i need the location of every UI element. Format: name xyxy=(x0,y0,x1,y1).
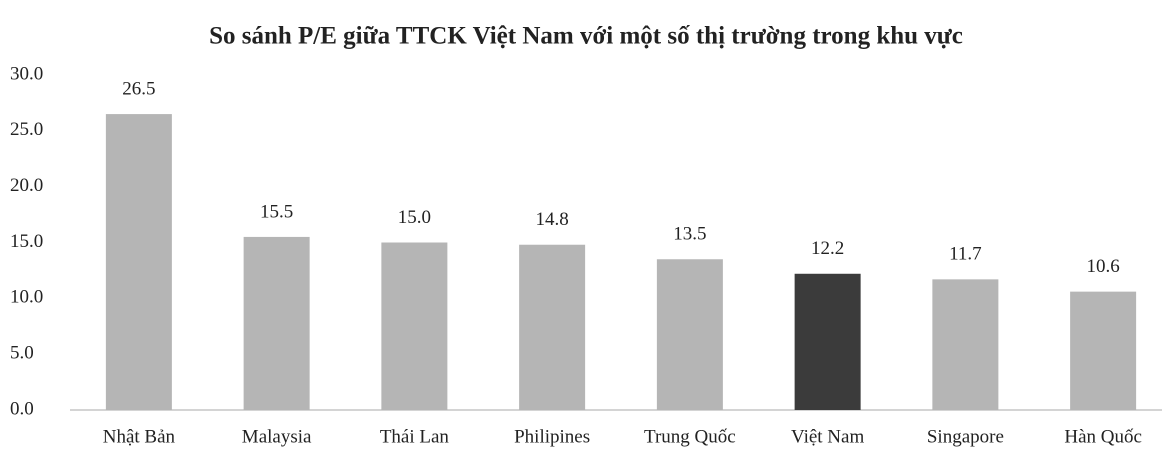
x-tick-label: Singapore xyxy=(927,426,1004,447)
y-tick-label: 25.0 xyxy=(10,119,43,140)
bar xyxy=(1070,291,1137,410)
x-tick-label: Philipines xyxy=(514,426,590,447)
data-label: 26.5 xyxy=(122,78,155,99)
data-label: 10.6 xyxy=(1087,256,1120,277)
data-label: 15.0 xyxy=(398,207,431,228)
y-tick-label: 10.0 xyxy=(10,287,43,308)
y-tick-label: 15.0 xyxy=(10,231,43,252)
bar xyxy=(105,114,172,410)
x-tick-label: Trung Quốc xyxy=(644,426,736,447)
bar xyxy=(381,242,448,410)
bar xyxy=(519,244,586,410)
data-label: 13.5 xyxy=(673,224,706,245)
data-label: 15.5 xyxy=(260,201,293,222)
bar xyxy=(932,279,999,410)
x-tick-label: Thái Lan xyxy=(380,426,450,447)
bar xyxy=(243,236,310,410)
data-label: 12.2 xyxy=(811,238,844,259)
chart-title: So sánh P/E giữa TTCK Việt Nam với một s… xyxy=(209,23,963,50)
bar xyxy=(656,259,723,410)
y-tick-label: 20.0 xyxy=(10,175,43,196)
bar xyxy=(794,273,861,410)
y-tick-label: 0.0 xyxy=(10,398,34,419)
data-label: 14.8 xyxy=(536,209,569,230)
x-tick-label: Malaysia xyxy=(242,426,312,447)
x-tick-label: Việt Nam xyxy=(791,426,864,447)
data-label: 11.7 xyxy=(949,244,982,265)
y-tick-label: 5.0 xyxy=(10,343,34,364)
y-tick-label: 30.0 xyxy=(10,63,43,84)
x-tick-label: Nhật Bản xyxy=(103,426,176,447)
x-tick-label: Hàn Quốc xyxy=(1064,426,1142,447)
